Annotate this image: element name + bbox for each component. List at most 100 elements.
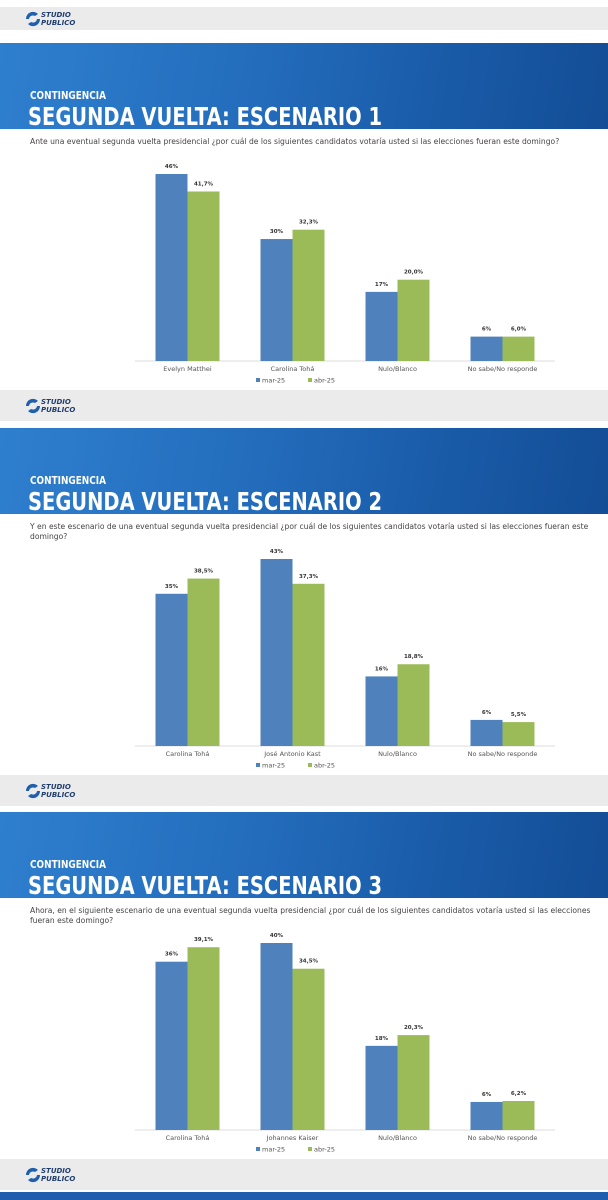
data-label: 46%	[165, 164, 179, 170]
slide-header	[0, 428, 608, 514]
bar	[365, 1045, 398, 1130]
slide-footer: STUDIO PUBLICO	[0, 775, 608, 806]
logo-text: PUBLICO	[41, 19, 75, 27]
kicker: CONTINGENCIA	[30, 90, 107, 102]
data-label: 17%	[375, 282, 389, 288]
legend-label: abr-25	[314, 762, 335, 770]
x-tick-label: Evelyn Matthei	[163, 365, 212, 373]
x-tick-label: Carolina Tohá	[271, 365, 315, 373]
bar	[397, 279, 430, 361]
bar	[155, 174, 188, 361]
data-label: 6%	[482, 710, 492, 716]
logo-text: PUBLICO	[41, 406, 75, 414]
data-label: 6%	[482, 1092, 492, 1098]
legend-swatch	[308, 763, 312, 767]
bar	[155, 593, 188, 746]
data-label: 6,0%	[511, 327, 527, 333]
slide: Ahora, en el siguiente escenario de una …	[0, 812, 608, 1190]
logo-text: STUDIO	[41, 11, 71, 19]
slide-header	[0, 812, 608, 898]
data-label: 32,3%	[299, 220, 319, 226]
legend-swatch	[308, 1147, 312, 1151]
data-label: 18,8%	[404, 654, 424, 660]
data-label: 6,2%	[511, 1091, 527, 1097]
bar	[292, 229, 325, 361]
slide-footer: STUDIO PUBLICO	[0, 390, 608, 421]
x-tick-label: Nulo/Blanco	[378, 1134, 417, 1142]
slide: Y en este escenario de una eventual segu…	[0, 428, 608, 806]
bar	[502, 1101, 535, 1130]
bar	[502, 722, 535, 746]
data-label: 20,0%	[404, 270, 424, 276]
x-tick-label: Johannes Kaiser	[266, 1134, 319, 1142]
next-slide-edge	[0, 1192, 608, 1200]
data-label: 6%	[482, 327, 492, 333]
data-label: 40%	[270, 933, 284, 939]
x-tick-label: No sabe/No responde	[468, 750, 538, 758]
bar	[365, 676, 398, 746]
data-label: 38,5%	[194, 569, 214, 575]
legend-label: abr-25	[314, 1146, 335, 1154]
data-label: 16%	[375, 666, 389, 672]
logo-text: STUDIO	[41, 1167, 71, 1175]
bar	[292, 583, 325, 746]
legend-swatch	[256, 1147, 260, 1151]
x-tick-label: José Antonio Kast	[263, 750, 321, 758]
slide-footer: STUDIO PUBLICO	[0, 1159, 608, 1190]
x-tick-label: No sabe/No responde	[468, 365, 538, 373]
data-label: 20,3%	[404, 1025, 424, 1031]
data-label: 37,3%	[299, 574, 319, 580]
data-label: 30%	[270, 229, 284, 235]
question: Ante una eventual segunda vuelta preside…	[30, 137, 560, 146]
bar	[187, 578, 220, 746]
x-tick-label: Nulo/Blanco	[378, 750, 417, 758]
kicker: CONTINGENCIA	[30, 475, 107, 487]
logo-icon	[25, 398, 41, 414]
bar	[260, 943, 293, 1130]
legend-label: mar-25	[262, 1146, 285, 1154]
bar	[397, 664, 430, 746]
data-label: 5,5%	[511, 712, 527, 718]
bar	[260, 559, 293, 746]
chart-title: SEGUNDA VUELTA: ESCENARIO 2	[28, 487, 382, 516]
bar	[470, 336, 503, 361]
question: Ahora, en el siguiente escenario de una …	[30, 906, 591, 925]
data-label: 35%	[165, 584, 179, 590]
bar	[187, 947, 220, 1130]
kicker: CONTINGENCIA	[30, 859, 107, 871]
data-label: 39,1%	[194, 937, 214, 943]
bar	[365, 291, 398, 361]
slide: Ante una eventual segunda vuelta preside…	[0, 43, 608, 421]
bar	[397, 1035, 430, 1130]
data-label: 34,5%	[299, 959, 319, 965]
bar	[155, 961, 188, 1130]
previous-slide-footer: STUDIO PUBLICO	[0, 7, 608, 30]
logo-icon	[25, 11, 41, 27]
logo-text: PUBLICO	[41, 791, 75, 799]
legend-swatch	[256, 763, 260, 767]
logo-text: STUDIO	[41, 398, 71, 406]
chart-title: SEGUNDA VUELTA: ESCENARIO 3	[28, 871, 382, 900]
bar	[470, 719, 503, 746]
data-label: 36%	[165, 952, 179, 958]
bar	[470, 1101, 503, 1130]
x-tick-label: Carolina Tohá	[166, 1134, 210, 1142]
bar	[502, 336, 535, 361]
legend-swatch	[308, 378, 312, 382]
x-tick-label: No sabe/No responde	[468, 1134, 538, 1142]
data-label: 43%	[270, 549, 284, 555]
legend-label: mar-25	[262, 762, 285, 770]
data-label: 18%	[375, 1036, 389, 1042]
slide-header	[0, 43, 608, 129]
logo-icon	[25, 783, 41, 799]
bar	[187, 191, 220, 361]
data-label: 41,7%	[194, 181, 214, 187]
x-tick-label: Nulo/Blanco	[378, 365, 417, 373]
question: Y en este escenario de una eventual segu…	[30, 522, 589, 541]
